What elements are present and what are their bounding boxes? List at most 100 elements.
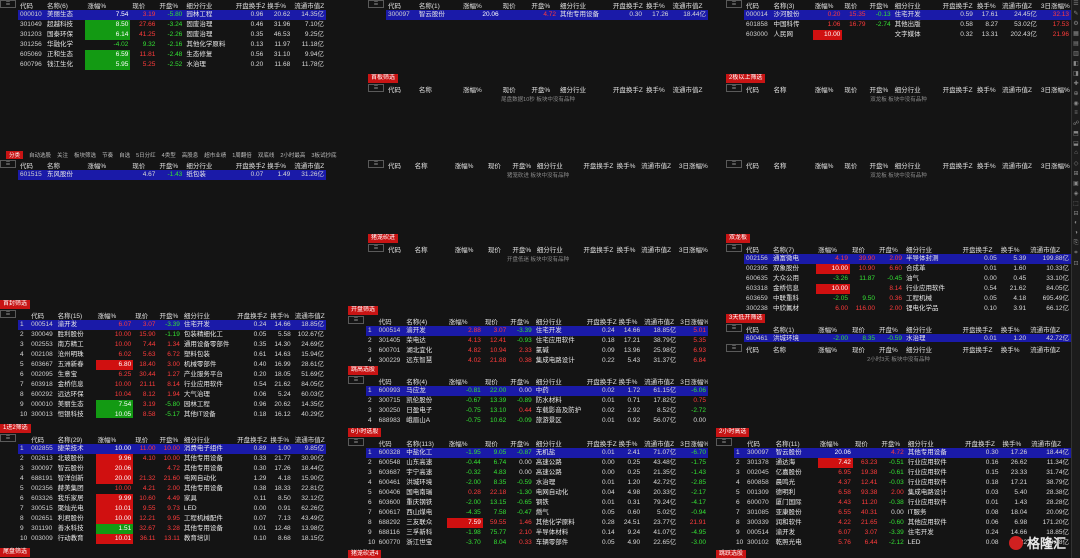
column-header[interactable]: 开盘换手Z (583, 247, 614, 254)
panel-tag[interactable]: 1进2筛选 (0, 424, 31, 433)
column-header[interactable]: 开盘换手Z (237, 437, 268, 444)
sidebar-tool-icon[interactable]: ◐ (1074, 220, 1078, 226)
table-row[interactable]: 002395 双象股份 10.00 10.90 6.60 合成革 0.01 1.60 10.33… (744, 264, 1071, 274)
table-row[interactable]: 10 003009 行动教育 10.01 36.11 13.11 教育培训 0.10 8.68 1… (18, 534, 326, 544)
sidebar-tool-icon[interactable]: ☍ (1072, 121, 1080, 127)
table-row[interactable]: 300097 智云股份 20.06 4.72 其他专用设备 0.30 17.26 18.44亿 (386, 10, 708, 20)
column-header[interactable]: 现价 (484, 441, 498, 448)
column-header[interactable]: 现价 (844, 87, 858, 94)
table-row[interactable]: 5 603667 五洲新春 6.80 18.40 3.00 机械零部件 0.40 16.99 28… (18, 360, 326, 370)
column-header[interactable]: 换手% (1000, 347, 1020, 354)
panel-menu-button[interactable]: ☰ (0, 310, 16, 318)
column-header[interactable]: 代码 (388, 247, 401, 254)
table-row[interactable]: 3 300097 智云股份 20.06 4.72 其他专用设备 0.30 17.26 18.44… (18, 464, 326, 474)
column-header[interactable]: 现价 (851, 247, 865, 254)
column-header[interactable]: 代码 (31, 313, 45, 320)
sidebar-tool-icon[interactable]: ◉ (1073, 101, 1079, 107)
column-header[interactable]: 换手% (267, 3, 287, 10)
table-row[interactable]: 8 688292 三友联众 7.59 59.55 1.46 其他化学原料 0.28 24.51 2… (366, 518, 708, 528)
column-header[interactable]: 开盘% (510, 441, 530, 448)
table-row[interactable]: 4 600858 晨鸣光 4.37 12.41 -0.03 行业应用软件 0.18 17.21 3… (734, 478, 1071, 488)
column-header[interactable]: 开盘换手Z (965, 441, 995, 448)
table-row[interactable]: 603000 人民网 10.00 文字媒体 0.32 13.31 202.43亿 21.96 (744, 30, 1071, 40)
column-header[interactable]: 流通市值Z (294, 3, 325, 10)
table-row[interactable]: 10 300013 恒银科技 10.05 8.58 -5.17 其他IT设备 0.18 16.1… (18, 410, 326, 418)
column-header[interactable]: 流通市值Z (1002, 87, 1033, 94)
panel-menu-button[interactable]: ☰ (0, 434, 16, 442)
table-row[interactable]: 1 000514 渝开发 2.88 3.07 -3.39 住宅开发 0.24 14.66 18.8… (366, 326, 708, 336)
column-header[interactable]: 涨幅% (462, 3, 482, 10)
column-header[interactable] (366, 316, 377, 326)
table-row[interactable]: 1 300097 智云股份 20.06 4.72 其他专用设备 0.30 17.26 18.44… (734, 448, 1071, 458)
column-header[interactable]: 开盘换手Z (962, 347, 993, 354)
column-header[interactable]: 3日涨幅% (680, 441, 708, 448)
column-header[interactable] (366, 376, 377, 386)
panel-menu-button[interactable]: ☰ (0, 0, 16, 8)
column-header[interactable]: 涨幅% (819, 441, 839, 448)
column-header[interactable]: 开盘% (881, 441, 901, 448)
table-row[interactable]: 301049 超越科技 8.50 27.66 -3.24 固废治理 0.46 31.96 7.1… (18, 20, 326, 30)
toolbar-tab[interactable]: 自选 (119, 153, 131, 159)
panel-tag[interactable]: 2板以上筛选 (726, 74, 766, 83)
column-header[interactable]: 涨幅% (97, 437, 117, 444)
column-header[interactable]: 涨幅% (814, 163, 834, 170)
column-header[interactable]: 换手% (267, 163, 287, 170)
sidebar-tool-icon[interactable]: ≡ (1074, 110, 1078, 116)
column-header[interactable]: 开盘% (159, 313, 179, 320)
table-row[interactable]: 6 002095 生意宝 6.25 30.44 1.27 产业服务平台 0.20 18.05 51… (18, 370, 326, 380)
column-header[interactable]: 名称(3) (773, 3, 795, 10)
table-row[interactable]: 3 603687 宇宁高速 -0.32 4.83 0.00 高速公路 0.00 0.25 21.3… (366, 468, 708, 478)
sidebar-tool-icon[interactable]: ⎘ (1073, 240, 1079, 246)
panel-tag[interactable]: 猪笼砍进 (368, 234, 399, 243)
column-header[interactable]: 代码 (746, 87, 759, 94)
column-header[interactable]: 涨幅% (818, 347, 837, 354)
column-header[interactable]: 开盘换手Z (962, 247, 993, 254)
sidebar-tool-icon[interactable]: ▥ (1073, 51, 1079, 57)
column-header[interactable]: 代码 (378, 319, 392, 326)
column-header[interactable]: 名称(29) (57, 437, 83, 444)
column-header[interactable]: 现价 (502, 3, 516, 10)
sidebar-tool-icon[interactable]: ⌗ (1074, 250, 1078, 256)
column-header[interactable]: 流通市值Z (644, 379, 675, 386)
table-row[interactable]: 9 000010 美丽生态 7.54 3.19 -5.80 园林工程 0.96 20.62 14.… (18, 400, 326, 410)
sidebar-tool-icon[interactable]: ⊞ (1073, 171, 1079, 177)
panel-menu-button[interactable]: ☰ (348, 376, 364, 384)
column-header[interactable]: 3日涨幅% (678, 247, 708, 254)
column-header[interactable]: 开盘换手Z (612, 3, 643, 10)
column-header[interactable]: 名称(6) (46, 3, 68, 10)
toolbar-tab[interactable]: 超市业绩 (204, 153, 227, 159)
table-row[interactable]: 7 301085 亚康股份 6.55 40.31 0.00 IT服务 0.08 18.04 20.… (734, 508, 1071, 518)
toolbar-tab[interactable]: 3板试抄底 (311, 153, 337, 159)
column-header[interactable]: 涨幅% (818, 247, 837, 254)
column-header[interactable]: 开盘换手Z (586, 319, 617, 326)
panel-tag[interactable]: 2小时高选 (716, 428, 750, 437)
column-header[interactable]: 细分行业 (536, 247, 563, 254)
column-header[interactable]: 代码 (388, 87, 401, 94)
sidebar-tool-icon[interactable]: ◑ (1074, 230, 1078, 236)
column-header[interactable]: 流通市值Z (1030, 327, 1061, 334)
column-header[interactable]: 开盘% (159, 437, 179, 444)
column-header[interactable]: 换手% (1002, 441, 1022, 448)
table-row[interactable]: 601858 中国科传 1.06 16.79 -2.74 其他出版 0.58 8.27 53.0… (744, 20, 1071, 30)
panel-menu-button[interactable]: ☰ (368, 244, 384, 252)
table-row[interactable]: 4 002108 沧州明珠 6.02 5.63 6.72 塑料包装 0.61 14.63 15.9… (18, 350, 326, 360)
column-header[interactable]: 开盘换手Z (586, 379, 617, 386)
toolbar-tab[interactable]: 关注 (57, 153, 69, 159)
column-header[interactable]: 现价 (851, 347, 865, 354)
toolbar-tab[interactable]: 双底线 (257, 153, 275, 159)
column-header[interactable]: 细分行业 (559, 87, 586, 94)
column-header[interactable]: 流通市值Z (672, 87, 703, 94)
column-header[interactable]: 换手% (1000, 327, 1020, 334)
panel-menu-button[interactable]: ☰ (726, 0, 742, 8)
column-header[interactable]: 涨幅% (454, 247, 474, 254)
table-row[interactable]: 6 600070 厦门国际 4.43 11.20 -0.38 行业应用软件 0.01 1.43 2… (734, 498, 1071, 508)
column-header[interactable]: 开盘% (531, 87, 551, 94)
column-header[interactable]: 3日涨幅% (680, 319, 708, 326)
table-row[interactable]: 603318 金桥信息 10.00 8.14 行业应用软件 0.54 21.62 84.05亿 (744, 284, 1071, 294)
column-header[interactable]: 开盘% (879, 327, 898, 334)
panel-menu-button[interactable]: ☰ (368, 0, 384, 8)
column-header[interactable]: 细分行业 (186, 163, 213, 170)
panel-menu-button[interactable]: ☰ (716, 438, 732, 446)
column-header[interactable]: 开盘% (159, 3, 179, 10)
sidebar-tool-icon[interactable]: ⊕ (1073, 91, 1079, 97)
